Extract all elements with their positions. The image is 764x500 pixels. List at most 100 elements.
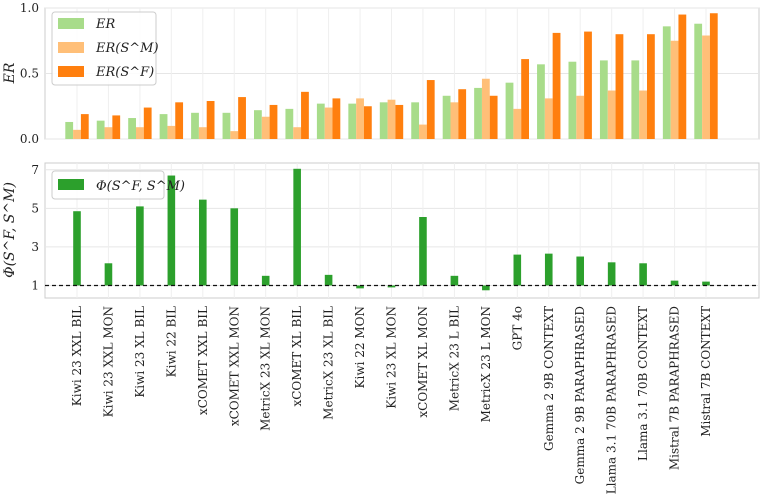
er-bar xyxy=(159,114,168,139)
er-y-tick-label: 0.0 xyxy=(20,132,39,146)
phi-bar xyxy=(324,274,333,286)
er-legend: ER ER(S^M) ER(S^F) xyxy=(51,11,159,86)
er-bar xyxy=(599,60,608,139)
er-y-tick-label: 1.0 xyxy=(20,1,39,15)
er-legend-label: ER xyxy=(95,17,115,32)
er-sf-bar xyxy=(458,89,467,139)
er-bar xyxy=(285,108,294,139)
phi-bar xyxy=(544,253,553,286)
x-tick-label: MetricX 23 L BIL xyxy=(447,306,461,411)
er-sm-bar xyxy=(419,124,427,139)
phi-bar xyxy=(513,254,522,286)
er-sf-bar xyxy=(80,114,89,139)
er-y-axis-label: ER xyxy=(2,62,18,84)
er-sf-bar xyxy=(552,32,561,139)
er-sm-bar xyxy=(576,95,585,139)
er-bar xyxy=(222,112,231,139)
phi-bar xyxy=(167,175,176,286)
phi-bar xyxy=(261,275,270,286)
er-sm-bar xyxy=(387,99,396,139)
er-bar xyxy=(694,23,703,139)
phi-y-tick-label: 3 xyxy=(31,240,39,254)
er-sf-bar xyxy=(206,101,215,139)
er-sf-bar xyxy=(143,107,152,139)
x-tick-label: MetricX 23 XL MON xyxy=(259,306,273,431)
er-bar xyxy=(505,82,514,139)
er-sf-bar xyxy=(709,13,718,140)
phi-bar xyxy=(450,275,459,286)
er-sf-legend-label: ER(S^F) xyxy=(95,65,154,80)
x-tick-label: Gemma 2 9B CONTEXT xyxy=(542,306,556,451)
er-bar xyxy=(662,26,671,140)
phi-bar xyxy=(639,263,647,286)
er-sf-bar xyxy=(647,34,655,140)
er-sf-bar xyxy=(332,98,341,139)
phi-legend-frame xyxy=(51,170,165,200)
er-sm-bar xyxy=(230,131,239,139)
er-bar xyxy=(316,103,325,139)
er-sf-bar xyxy=(426,80,435,139)
phi-bar xyxy=(576,256,584,286)
x-tick-label: xCOMET XL MON xyxy=(416,306,430,418)
er-sm-bar xyxy=(481,78,490,139)
er-legend-swatch xyxy=(58,18,84,29)
phi-bar xyxy=(230,208,239,286)
er-sm-bar xyxy=(639,90,647,139)
er-bar xyxy=(442,95,451,139)
er-sm-bar xyxy=(670,40,679,139)
er-sf-bar xyxy=(175,102,184,139)
er-sm-bar xyxy=(198,127,207,139)
er-sf-bar xyxy=(395,104,404,139)
phi-bar xyxy=(419,217,427,286)
er-sf-bar xyxy=(678,14,687,139)
phi-legend-swatch xyxy=(58,179,84,190)
er-y-tick-label: 0.5 xyxy=(20,67,39,81)
x-tick-label: MetricX 23 L MON xyxy=(479,306,493,422)
er-bar xyxy=(254,110,262,139)
er-sm-bar xyxy=(702,35,710,140)
er-sm-bar xyxy=(544,98,553,139)
phi-bar xyxy=(387,285,396,288)
er-sf-bar xyxy=(269,104,278,139)
phi-bar xyxy=(73,211,81,286)
er-bar xyxy=(348,103,357,139)
phi-y-axis-label: Φ(S^F, S^M) xyxy=(2,182,18,278)
er-sf-bar xyxy=(363,106,372,139)
er-bar xyxy=(631,60,640,139)
x-tick-label: xCOMET XXL BIL xyxy=(196,306,210,415)
phi-bar xyxy=(293,168,301,286)
er-sf-bar xyxy=(489,95,498,139)
x-tick-label: Mistral 7B PARAPHRASED xyxy=(668,306,682,470)
phi-y-tick-label: 5 xyxy=(31,201,39,215)
phi-bar xyxy=(356,285,364,289)
phi-bar xyxy=(702,281,710,286)
er-bar xyxy=(96,120,105,139)
x-tick-label: Kiwi 23 XL BIL xyxy=(133,306,147,398)
phi-bar xyxy=(670,280,679,286)
er-bar xyxy=(568,61,577,139)
er-sm-legend-label: ER(S^M) xyxy=(95,41,159,56)
phi-y-tick-label: 1 xyxy=(31,278,39,292)
er-sf-bar xyxy=(112,115,121,139)
er-sf-bar xyxy=(521,59,529,140)
er-bar xyxy=(128,118,136,139)
x-tick-label: Kiwi 23 XXL BIL xyxy=(70,306,84,406)
phi-bar xyxy=(482,285,490,291)
er-sm-bar xyxy=(324,107,333,139)
er-bar xyxy=(191,112,199,139)
er-sm-bar xyxy=(73,129,81,139)
phi-legend-label: Φ(S^F, S^M) xyxy=(96,179,185,194)
er-sf-legend-swatch xyxy=(58,66,84,77)
er-bar xyxy=(65,121,74,139)
x-tick-label: Llama 3.1 70B CONTEXT xyxy=(636,306,650,461)
x-tick-label: GPT 4o xyxy=(510,306,524,350)
er-sm-bar xyxy=(450,102,459,139)
x-tick-label: Kiwi 23 XXL MON xyxy=(101,306,115,417)
x-tick-label: Kiwi 22 BIL xyxy=(164,306,178,377)
er-sf-bar xyxy=(238,97,246,139)
phi-bar xyxy=(136,206,144,286)
er-sm-bar xyxy=(356,98,364,139)
er-sf-bar xyxy=(584,31,592,139)
x-tick-label: xCOMET XXL MON xyxy=(227,306,241,426)
